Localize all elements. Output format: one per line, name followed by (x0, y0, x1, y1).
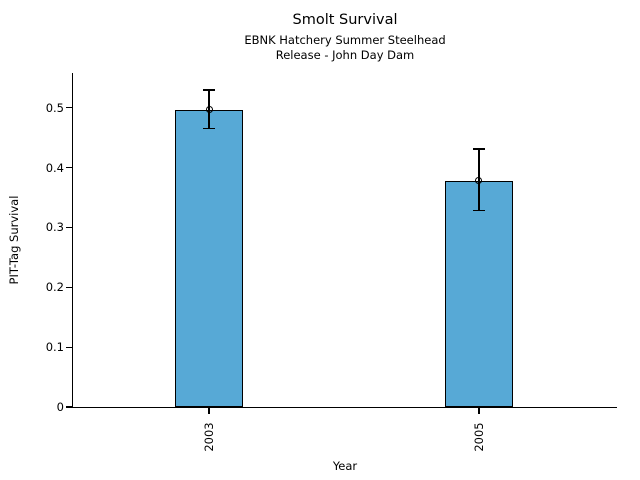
mean-marker-2005 (475, 177, 483, 185)
chart-subtitle-line2: Release - John Day Dam (275, 48, 415, 62)
chart-title: Smolt Survival (292, 12, 398, 28)
x-tick (208, 408, 210, 414)
y-axis-line (71, 73, 73, 407)
y-tick-label: 0.4 (45, 160, 64, 175)
error-bar-cap-top-2003 (203, 89, 215, 91)
bar-2003 (175, 109, 243, 407)
y-tick (66, 226, 72, 229)
y-tick (66, 346, 72, 348)
error-bar-cap-bottom-2005 (472, 209, 485, 212)
y-tick-label: 0.5 (45, 100, 64, 115)
error-bar-cap-bottom-2003 (203, 127, 215, 130)
y-tick-label: 0.1 (45, 340, 64, 355)
y-tick-label: 0 (56, 400, 64, 414)
x-axis-label: Year (332, 459, 358, 473)
error-bar-cap-top-2005 (472, 148, 485, 150)
y-tick (66, 406, 72, 408)
mean-marker-2003 (205, 106, 213, 113)
x-tick-label-2003: 2003 (202, 422, 216, 452)
y-axis-label: PIT-Tag Survival (7, 195, 21, 285)
x-axis-line (71, 407, 617, 409)
x-tick (478, 408, 480, 414)
y-tick (66, 166, 72, 169)
chart-subtitle-line1: EBNK Hatchery Summer Steelhead (244, 33, 446, 47)
bar-2005 (444, 180, 513, 407)
x-tick-label-2005: 2005 (471, 422, 486, 452)
y-tick (66, 107, 72, 109)
y-tick (66, 286, 72, 288)
y-tick-label: 0.2 (45, 280, 64, 295)
y-tick-label: 0.3 (45, 220, 64, 235)
